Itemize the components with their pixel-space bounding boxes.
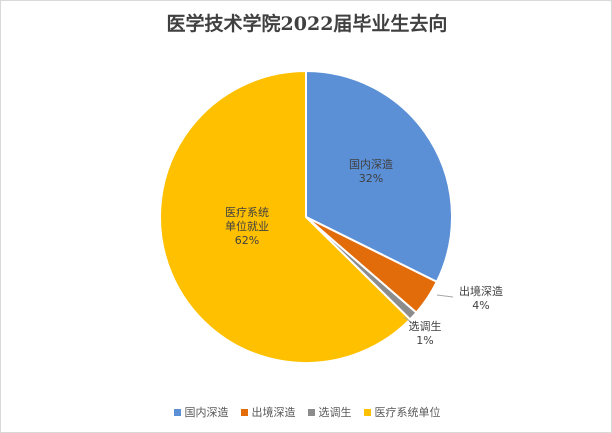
pie-slice-3: [159, 69, 412, 364]
legend-swatch: [240, 408, 248, 416]
legend-label: 国内深造: [184, 406, 229, 419]
data-label-value: 4%: [472, 299, 489, 312]
chart-title: 医学技术学院2022届毕业生去向: [166, 13, 448, 35]
data-label-value: 1%: [416, 334, 433, 347]
legend-item-0: 国内深造: [173, 404, 229, 420]
legend-label: 选调生: [318, 406, 352, 419]
leader-line-2: [403, 316, 416, 326]
data-label-value: 32%: [359, 172, 383, 185]
legend: 国内深造 出境深造 选调生 医疗系统单位: [1, 404, 612, 420]
data-label-name: 选调生: [409, 319, 442, 333]
legend-label: 医疗系统单位: [374, 406, 441, 419]
legend-swatch: [307, 408, 315, 416]
legend-swatch: [363, 408, 371, 416]
data-label-name: 单位就业: [225, 219, 269, 233]
data-label-name: 国内深造: [349, 157, 393, 171]
legend-label: 出境深造: [251, 406, 296, 419]
legend-item-1: 出境深造: [240, 404, 296, 420]
leader-line-1: [436, 294, 454, 298]
legend-item-2: 选调生: [307, 404, 352, 420]
data-label-name: 出境深造: [459, 284, 503, 298]
data-label-value: 62%: [235, 234, 259, 247]
pie-slice-0: [305, 69, 453, 284]
legend-swatch: [173, 408, 181, 416]
data-label-name: 医疗系统: [225, 205, 269, 219]
legend-item-3: 医疗系统单位: [363, 404, 441, 420]
